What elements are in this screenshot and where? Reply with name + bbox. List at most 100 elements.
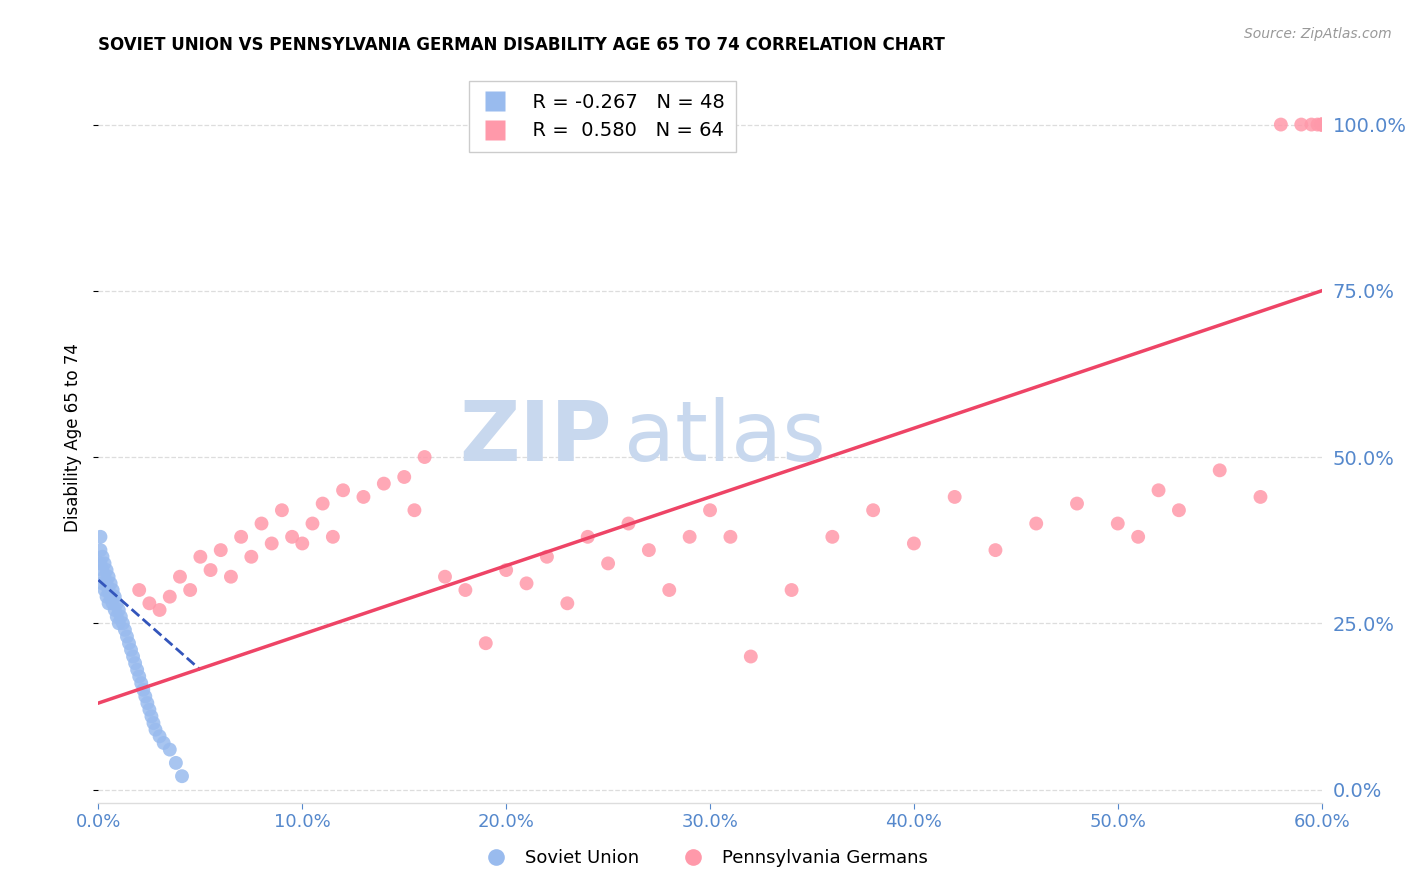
- Point: [1306, 118, 1329, 132]
- Point: [149, 729, 172, 743]
- Point: [118, 636, 141, 650]
- Point: [97, 582, 120, 597]
- Point: [1066, 497, 1088, 511]
- Point: [516, 576, 538, 591]
- Point: [91, 549, 114, 564]
- Legend: Soviet Union, Pennsylvania Germans: Soviet Union, Pennsylvania Germans: [471, 842, 935, 874]
- Point: [169, 570, 191, 584]
- Point: [413, 450, 436, 464]
- Point: [111, 616, 134, 631]
- Point: [115, 630, 138, 644]
- Point: [122, 649, 145, 664]
- Point: [373, 476, 395, 491]
- Point: [332, 483, 354, 498]
- Point: [101, 582, 124, 597]
- Point: [352, 490, 374, 504]
- Point: [984, 543, 1007, 558]
- Text: atlas: atlas: [624, 397, 827, 477]
- Point: [301, 516, 323, 531]
- Point: [1310, 118, 1333, 132]
- Point: [96, 576, 118, 591]
- Point: [740, 649, 762, 664]
- Point: [862, 503, 884, 517]
- Point: [105, 609, 128, 624]
- Point: [170, 769, 193, 783]
- Point: [219, 570, 242, 584]
- Point: [93, 570, 115, 584]
- Point: [679, 530, 702, 544]
- Point: [134, 690, 156, 704]
- Point: [128, 669, 150, 683]
- Point: [91, 576, 114, 591]
- Point: [638, 543, 661, 558]
- Text: Source: ZipAtlas.com: Source: ZipAtlas.com: [1244, 27, 1392, 41]
- Text: ZIP: ZIP: [460, 397, 612, 477]
- Point: [699, 503, 721, 517]
- Point: [240, 549, 263, 564]
- Point: [617, 516, 640, 531]
- Point: [149, 603, 172, 617]
- Point: [1209, 463, 1232, 477]
- Point: [1025, 516, 1047, 531]
- Point: [576, 530, 599, 544]
- Point: [120, 643, 142, 657]
- Point: [231, 530, 253, 544]
- Point: [903, 536, 925, 550]
- Point: [124, 656, 146, 670]
- Point: [105, 596, 128, 610]
- Point: [312, 497, 335, 511]
- Point: [101, 596, 124, 610]
- Point: [104, 603, 127, 617]
- Point: [96, 563, 118, 577]
- Point: [91, 563, 114, 577]
- Point: [100, 576, 122, 591]
- Point: [104, 590, 127, 604]
- Point: [1310, 118, 1333, 132]
- Point: [658, 582, 681, 597]
- Point: [1270, 118, 1292, 132]
- Point: [495, 563, 517, 577]
- Point: [145, 723, 167, 737]
- Point: [96, 590, 118, 604]
- Point: [127, 663, 149, 677]
- Point: [404, 503, 426, 517]
- Point: [93, 557, 115, 571]
- Point: [1249, 490, 1271, 504]
- Point: [110, 609, 132, 624]
- Point: [93, 582, 115, 597]
- Point: [1301, 118, 1323, 132]
- Point: [1167, 503, 1189, 517]
- Legend:   R = -0.267   N = 48,   R =  0.580   N = 64: R = -0.267 N = 48, R = 0.580 N = 64: [470, 81, 735, 153]
- Point: [89, 557, 111, 571]
- Point: [1310, 118, 1333, 132]
- Point: [454, 582, 477, 597]
- Text: SOVIET UNION VS PENNSYLVANIA GERMAN DISABILITY AGE 65 TO 74 CORRELATION CHART: SOVIET UNION VS PENNSYLVANIA GERMAN DISA…: [98, 36, 945, 54]
- Point: [1128, 530, 1150, 544]
- Point: [598, 557, 620, 571]
- Point: [97, 596, 120, 610]
- Point: [138, 596, 160, 610]
- Point: [188, 549, 212, 564]
- Point: [159, 742, 181, 756]
- Point: [1310, 118, 1333, 132]
- Point: [100, 590, 122, 604]
- Point: [281, 530, 304, 544]
- Point: [780, 582, 803, 597]
- Point: [200, 563, 222, 577]
- Point: [129, 676, 152, 690]
- Point: [720, 530, 742, 544]
- Point: [821, 530, 844, 544]
- Point: [159, 590, 181, 604]
- Point: [209, 543, 232, 558]
- Point: [557, 596, 579, 610]
- Point: [165, 756, 187, 770]
- Y-axis label: Disability Age 65 to 74: Disability Age 65 to 74: [65, 343, 83, 532]
- Point: [270, 503, 294, 517]
- Point: [128, 582, 150, 597]
- Point: [260, 536, 283, 550]
- Point: [142, 716, 165, 731]
- Point: [1107, 516, 1129, 531]
- Point: [1291, 118, 1313, 132]
- Point: [392, 470, 416, 484]
- Point: [943, 490, 966, 504]
